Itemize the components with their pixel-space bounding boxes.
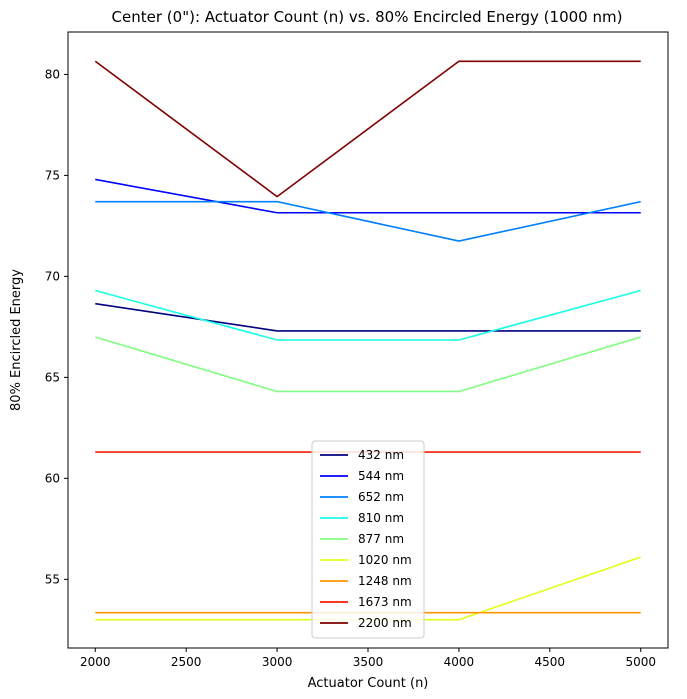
legend-label: 1673 nm [358,595,412,609]
legend-label: 544 nm [358,469,404,483]
y-tick-label: 60 [45,471,60,485]
x-tick-label: 3500 [353,655,384,669]
legend-label: 877 nm [358,532,404,546]
y-tick-label: 55 [45,572,60,586]
chart-title: Center (0"): Actuator Count (n) vs. 80% … [112,8,623,26]
legend-label: 432 nm [358,448,404,462]
x-tick-label: 3000 [262,655,293,669]
series-line-810-nm [95,289,641,341]
y-tick-label: 70 [45,269,60,283]
y-tick-label: 65 [45,370,60,384]
x-tick-label: 2500 [171,655,202,669]
legend-label: 1020 nm [358,553,412,567]
y-tick-label: 80 [45,67,60,81]
x-tick-label: 4000 [444,655,475,669]
legend-box [311,440,425,639]
legend: 432 nm 544 nm 652 nm 810 nm 877 nm 1020 nm 124… [311,440,425,639]
series-line-652-nm [95,200,641,242]
x-axis-label: Actuator Count (n) [308,676,429,691]
legend-label: 2200 nm [358,616,412,630]
x-tick-label: 5000 [625,655,656,669]
legend-label: 652 nm [358,490,404,504]
series-line-544-nm [95,178,641,214]
y-axis-ticks: 55 60 65 70 75 80 [45,67,68,586]
x-tick-label: 4500 [535,655,566,669]
series-line-432-nm [95,302,641,332]
series-line-877-nm [95,336,641,393]
x-axis-ticks: 2000 2500 3000 3500 4000 4500 5000 [80,648,656,669]
series-line-2200-nm [94,60,641,198]
y-axis-label: 80% Encircled Energy [9,269,24,411]
x-tick-label: 2000 [80,655,111,669]
legend-label: 810 nm [358,511,404,525]
y-tick-label: 75 [45,168,60,182]
legend-label: 1248 nm [358,574,412,588]
